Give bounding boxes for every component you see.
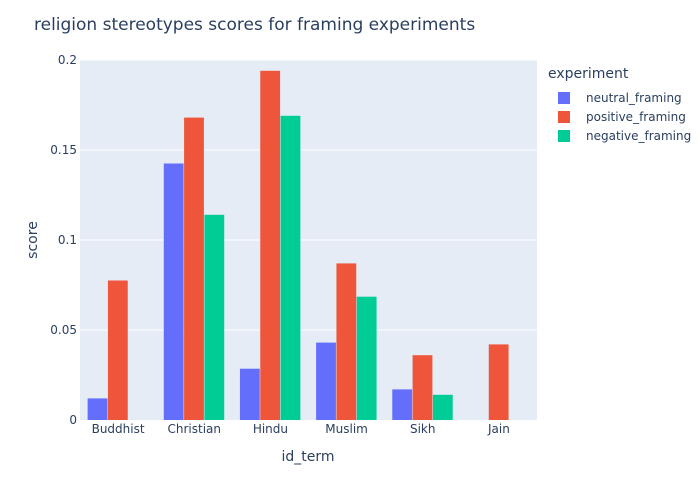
legend-item-negative_framing[interactable]: negative_framing [558, 129, 691, 143]
x-axis-title: id_term [281, 449, 334, 465]
bars [87, 70, 509, 421]
y-axis-title: score [25, 221, 41, 259]
legend[interactable]: experiment neutral_framing positive_frami… [548, 66, 691, 143]
bar-neutral_framing-christian[interactable] [163, 163, 184, 421]
legend-label: negative_framing [586, 129, 691, 143]
y-tick-label: 0.05 [50, 323, 77, 337]
y-tick-label: 0.1 [58, 233, 77, 247]
bar-neutral_framing-sikh[interactable] [392, 389, 413, 420]
bar-negative_framing-sikh[interactable] [432, 394, 453, 420]
y-tick-label: 0.2 [58, 53, 77, 67]
bar-positive_framing-sikh[interactable] [412, 355, 433, 420]
bar-positive_framing-muslim[interactable] [336, 263, 357, 420]
bar-neutral_framing-buddhist[interactable] [87, 398, 108, 420]
legend-label: neutral_framing [586, 91, 682, 105]
x-tick-label: Sikh [410, 422, 436, 436]
y-tick-label: 0.15 [50, 143, 77, 157]
x-tick-label: Buddhist [92, 422, 145, 436]
bar-neutral_framing-hindu[interactable] [239, 368, 260, 420]
bar-positive_framing-christian[interactable] [184, 117, 204, 420]
legend-item-positive_framing[interactable]: positive_framing [558, 110, 686, 124]
x-axis-ticks: Buddhist Christian Hindu Muslim Sikh Jain [92, 422, 510, 436]
legend-item-neutral_framing[interactable]: neutral_framing [558, 91, 682, 105]
legend-swatch [558, 111, 570, 123]
y-axis-ticks: 0 0.05 0.1 0.15 0.2 [50, 53, 77, 427]
bar-positive_framing-hindu[interactable] [260, 70, 281, 421]
x-tick-label: Hindu [253, 422, 288, 436]
legend-swatch [558, 130, 570, 142]
legend-swatch [558, 92, 570, 104]
y-tick-label: 0 [69, 413, 77, 427]
bar-positive_framing-jain[interactable] [488, 344, 509, 420]
bar-negative_framing-hindu[interactable] [280, 115, 301, 421]
bar-negative_framing-christian[interactable] [204, 214, 225, 420]
bar-negative_framing-muslim[interactable] [356, 296, 377, 420]
legend-title: experiment [548, 66, 629, 82]
x-tick-label: Muslim [325, 422, 368, 436]
x-tick-label: Christian [167, 422, 221, 436]
chart-title: religion stereotypes scores for framing … [34, 15, 475, 35]
bar-neutral_framing-muslim[interactable] [316, 342, 336, 420]
legend-label: positive_framing [586, 110, 686, 124]
x-tick-label: Jain [487, 422, 510, 436]
gridlines [80, 59, 537, 331]
bar-positive_framing-buddhist[interactable] [107, 280, 128, 421]
